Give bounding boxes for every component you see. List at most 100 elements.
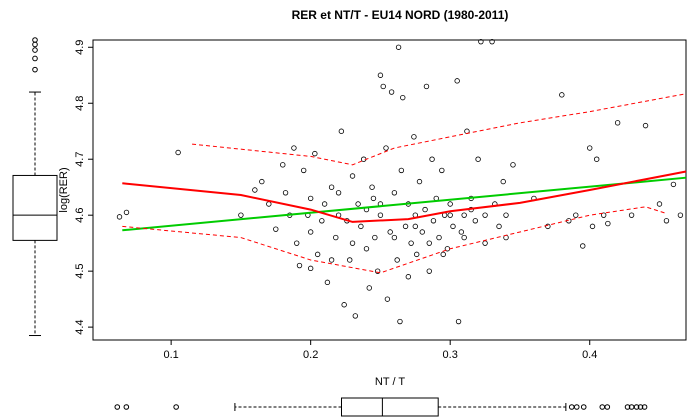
point bbox=[482, 212, 488, 218]
point bbox=[273, 226, 279, 232]
fit-line bbox=[122, 170, 687, 223]
point bbox=[307, 265, 314, 272]
point bbox=[670, 181, 677, 188]
point bbox=[416, 178, 423, 185]
point bbox=[324, 279, 331, 286]
point bbox=[482, 240, 488, 246]
outlier bbox=[599, 404, 606, 410]
point bbox=[426, 268, 432, 274]
point bbox=[500, 178, 506, 185]
y-axis-label: log(RER) bbox=[58, 167, 70, 212]
point bbox=[370, 195, 377, 202]
point bbox=[447, 201, 453, 207]
point bbox=[369, 184, 375, 190]
point bbox=[252, 187, 258, 193]
point bbox=[296, 262, 303, 269]
point bbox=[280, 162, 286, 168]
point bbox=[677, 212, 684, 218]
point bbox=[394, 257, 400, 263]
point bbox=[412, 223, 419, 230]
point bbox=[341, 302, 347, 308]
point bbox=[395, 44, 402, 50]
outlier bbox=[32, 47, 38, 53]
y-tick-label: 4.7 bbox=[74, 152, 86, 167]
point bbox=[175, 149, 181, 156]
y-tick-label: 4.4 bbox=[74, 319, 86, 334]
point bbox=[478, 38, 484, 45]
outlier bbox=[114, 404, 121, 410]
x-tick-label: 0.4 bbox=[582, 349, 597, 361]
point bbox=[605, 220, 611, 227]
point bbox=[363, 246, 370, 252]
point bbox=[447, 212, 453, 218]
point bbox=[319, 218, 325, 224]
point bbox=[400, 94, 406, 101]
point bbox=[423, 83, 430, 90]
point bbox=[461, 234, 467, 241]
point bbox=[358, 223, 364, 230]
plot-frame bbox=[92, 39, 687, 341]
point bbox=[388, 89, 395, 95]
point bbox=[587, 145, 593, 151]
point bbox=[414, 251, 420, 258]
outlier bbox=[32, 66, 38, 73]
x-tick-label: 0.2 bbox=[303, 349, 318, 361]
outlier bbox=[580, 404, 587, 410]
point bbox=[307, 195, 314, 202]
point bbox=[454, 78, 460, 84]
outlier bbox=[637, 404, 644, 410]
point bbox=[580, 243, 586, 249]
outlier bbox=[32, 41, 38, 48]
point bbox=[408, 240, 414, 246]
point bbox=[589, 223, 596, 230]
point bbox=[321, 201, 328, 207]
point bbox=[440, 251, 446, 258]
point bbox=[489, 38, 495, 45]
point bbox=[436, 234, 442, 241]
outlier bbox=[568, 404, 575, 410]
outlier bbox=[633, 404, 640, 410]
point bbox=[282, 190, 289, 196]
point bbox=[628, 212, 635, 218]
point bbox=[314, 251, 321, 258]
point bbox=[503, 212, 509, 218]
outlier bbox=[624, 404, 631, 410]
point bbox=[573, 212, 579, 218]
point bbox=[559, 92, 565, 98]
point bbox=[510, 162, 516, 168]
point bbox=[461, 212, 467, 218]
point bbox=[349, 240, 356, 246]
point bbox=[372, 234, 378, 241]
x-tick-label: 0.3 bbox=[443, 349, 458, 361]
chart-title: RER et NT/T - EU14 NORD (1980-2011) bbox=[292, 8, 509, 22]
point bbox=[387, 229, 393, 235]
point bbox=[349, 173, 356, 179]
point bbox=[455, 318, 462, 325]
outlier bbox=[32, 55, 38, 62]
point bbox=[383, 145, 389, 151]
point bbox=[374, 268, 381, 274]
point bbox=[259, 178, 265, 185]
point bbox=[294, 240, 300, 246]
point bbox=[475, 156, 481, 162]
point bbox=[377, 212, 384, 218]
point bbox=[450, 223, 456, 230]
point bbox=[391, 234, 398, 241]
outlier bbox=[123, 404, 130, 410]
point bbox=[398, 167, 405, 174]
box bbox=[12, 174, 58, 241]
point bbox=[496, 223, 502, 230]
point bbox=[328, 257, 335, 263]
point bbox=[391, 190, 398, 196]
point bbox=[355, 201, 361, 207]
point bbox=[656, 201, 663, 207]
point bbox=[642, 122, 649, 129]
point bbox=[300, 167, 307, 174]
fit-line bbox=[122, 176, 687, 232]
x-axis-label: NT / T bbox=[375, 376, 405, 388]
outlier bbox=[604, 404, 611, 410]
outlier bbox=[573, 404, 580, 410]
point bbox=[116, 214, 123, 220]
point bbox=[352, 313, 359, 319]
